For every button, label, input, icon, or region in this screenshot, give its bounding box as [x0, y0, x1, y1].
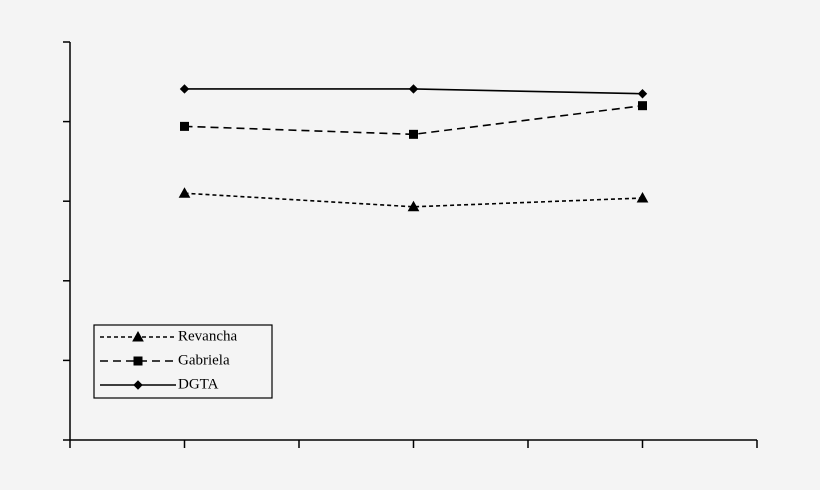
marker	[178, 187, 191, 198]
series-line	[184, 104, 643, 136]
marker	[637, 89, 648, 99]
legend-label: DGTA	[178, 376, 219, 392]
marker	[409, 129, 418, 139]
marker	[636, 191, 649, 203]
marker	[180, 121, 189, 131]
marker	[132, 330, 144, 342]
legend-label: Gabriela	[178, 352, 230, 368]
marker	[638, 101, 647, 111]
marker	[407, 200, 420, 212]
legend-label: Revancha	[178, 328, 237, 344]
legend-box	[93, 324, 273, 399]
marker	[133, 380, 143, 390]
marker	[408, 84, 419, 94]
marker	[133, 356, 143, 366]
marker	[179, 84, 190, 94]
